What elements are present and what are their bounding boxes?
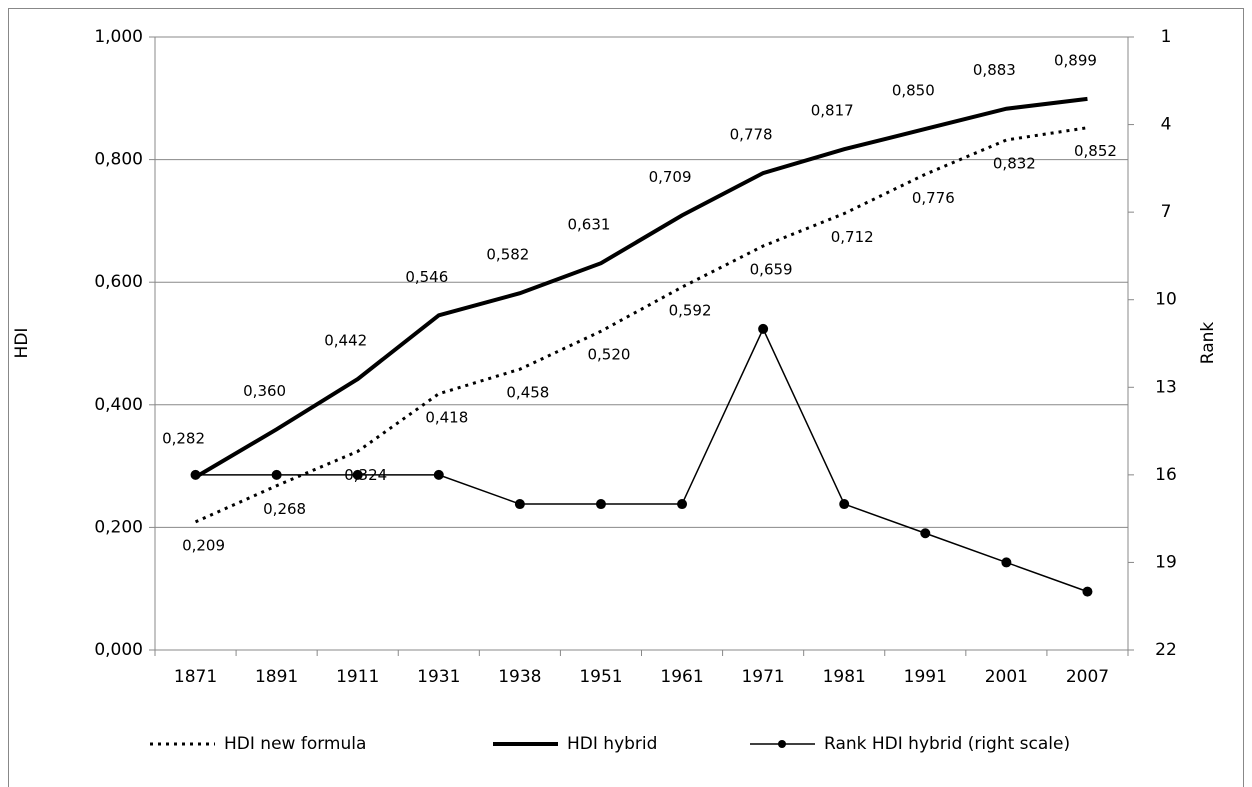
- data-label: 0,850: [892, 81, 935, 99]
- data-label: 0,209: [182, 536, 225, 554]
- marker: [352, 469, 363, 480]
- marker: [271, 469, 282, 480]
- y2-tick-label: 1: [1161, 27, 1172, 47]
- x-tick-label: 2001: [985, 667, 1028, 687]
- x-tick-label: 1911: [336, 667, 379, 687]
- data-label: 0,899: [1054, 51, 1097, 69]
- y-tick-label: 1,000: [94, 27, 143, 47]
- marker: [433, 469, 444, 480]
- x-tick-label: 1991: [904, 667, 947, 687]
- series-line: [194, 126, 1088, 524]
- y-tick-label: 0,400: [94, 395, 143, 415]
- marker: [514, 499, 525, 510]
- y2-axis-title: Rank: [1198, 322, 1218, 365]
- marker: [595, 499, 606, 510]
- marker: [190, 469, 201, 480]
- data-label: 0,659: [750, 261, 793, 279]
- y2-tick-label: 4: [1161, 115, 1172, 135]
- data-label: 0,778: [730, 126, 773, 144]
- x-tick-label: 1938: [498, 667, 541, 687]
- x-tick-label: 1951: [579, 667, 622, 687]
- x-tick-label: 1971: [741, 667, 784, 687]
- series-line: [195, 327, 1088, 593]
- y-tick-label: 0,000: [94, 640, 143, 660]
- data-label: 0,546: [405, 268, 448, 286]
- y2-tick-label: 22: [1155, 640, 1177, 660]
- y2-tick-label: 10: [1155, 290, 1177, 310]
- marker: [677, 499, 688, 510]
- y-tick-label: 0,200: [94, 517, 143, 537]
- marker: [839, 499, 850, 510]
- data-label: 0,832: [993, 154, 1036, 172]
- legend-label: Rank HDI hybrid (right scale): [824, 734, 1070, 754]
- data-label: 0,360: [243, 382, 286, 400]
- y2-tick-label: 19: [1155, 552, 1177, 572]
- data-label: 0,712: [831, 228, 874, 246]
- x-tick-label: 1961: [660, 667, 703, 687]
- data-label: 0,520: [587, 346, 630, 364]
- x-tick-label: 1931: [417, 667, 460, 687]
- legend-label: HDI new formula: [224, 734, 366, 754]
- x-tick-label: 1981: [823, 667, 866, 687]
- data-label: 0,883: [973, 61, 1016, 79]
- marker: [1001, 557, 1012, 568]
- y-tick-label: 0,600: [94, 272, 143, 292]
- data-label: 0,442: [324, 332, 367, 350]
- y2-tick-label: 7: [1161, 202, 1172, 222]
- legend-marker: [778, 740, 786, 748]
- data-label: 0,776: [912, 189, 955, 207]
- data-label: 0,709: [649, 168, 692, 186]
- chart-frame: [8, 8, 1244, 787]
- data-label: 0,418: [425, 408, 468, 426]
- y2-tick-label: 16: [1155, 465, 1177, 485]
- data-label: 0,458: [506, 384, 549, 402]
- marker: [1082, 586, 1093, 597]
- y2-tick-label: 13: [1155, 377, 1177, 397]
- data-label: 0,817: [811, 102, 854, 120]
- x-tick-label: 1871: [174, 667, 217, 687]
- y-tick-label: 0,800: [94, 150, 143, 170]
- x-tick-label: 2007: [1066, 667, 1109, 687]
- x-tick-label: 1891: [255, 667, 298, 687]
- data-label: 0,592: [669, 302, 712, 320]
- series-line: [194, 96, 1088, 479]
- data-label: 0,268: [263, 500, 306, 518]
- marker: [758, 323, 769, 334]
- legend-label: HDI hybrid: [567, 734, 657, 754]
- data-label: 0,631: [567, 216, 610, 234]
- data-label: 0,852: [1074, 142, 1117, 160]
- y-axis-title: HDI: [12, 328, 32, 359]
- data-label: 0,582: [486, 246, 529, 264]
- data-label: 0,282: [162, 430, 205, 448]
- marker: [920, 528, 931, 539]
